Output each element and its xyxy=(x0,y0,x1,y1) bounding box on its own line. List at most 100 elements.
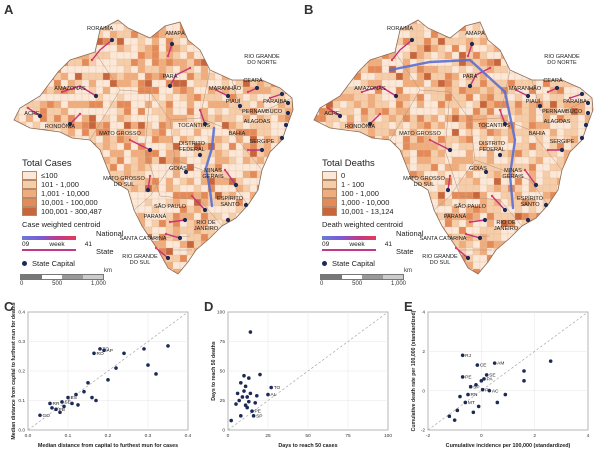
municipality-cell xyxy=(235,37,244,46)
municipality-cell xyxy=(339,142,348,151)
municipality-cell xyxy=(165,247,174,256)
municipality-cell xyxy=(179,51,188,60)
municipality-cell xyxy=(249,163,258,172)
state-label-line: ESPÍRITO xyxy=(517,195,544,202)
municipality-cell xyxy=(451,163,460,172)
municipality-cell xyxy=(144,51,153,60)
x-tick-label: 0.0 xyxy=(25,433,32,439)
municipality-cell xyxy=(584,37,593,46)
scale-tick: 500 xyxy=(52,281,63,287)
municipality-cell xyxy=(277,121,286,130)
municipality-cell xyxy=(235,114,244,123)
municipality-cell xyxy=(444,20,453,25)
state-capital-dot xyxy=(147,147,153,153)
municipality-cell xyxy=(584,184,593,193)
municipality-cell xyxy=(314,170,320,179)
municipality-cell xyxy=(577,219,586,228)
data-point xyxy=(70,401,74,406)
state-label-line: RIO GRANDE xyxy=(244,54,280,60)
municipality-cell xyxy=(416,107,425,116)
municipality-cell xyxy=(570,212,579,221)
municipality-cell xyxy=(346,86,355,95)
state-label-line: MATO GROSSO xyxy=(103,176,145,182)
data-point xyxy=(269,385,273,390)
municipality-cell xyxy=(116,51,125,60)
municipality-cell xyxy=(314,205,320,214)
municipality-cell xyxy=(5,17,12,24)
municipality-cell xyxy=(123,268,132,274)
municipality-cell xyxy=(39,72,48,81)
municipality-cell xyxy=(158,121,167,130)
municipality-cell xyxy=(137,58,146,67)
municipality-cell xyxy=(236,276,243,283)
municipality-cell xyxy=(14,240,20,249)
municipality-cell xyxy=(528,226,537,235)
municipality-cell xyxy=(353,142,362,151)
panel-label-e: E xyxy=(404,299,413,314)
municipality-cell xyxy=(305,115,312,122)
municipality-cell xyxy=(395,100,404,109)
municipality-cell xyxy=(137,156,146,165)
municipality-cell xyxy=(486,51,495,60)
x-tick-label: 0 xyxy=(480,433,483,439)
municipality-cell xyxy=(130,44,139,53)
municipality-cell xyxy=(172,170,181,179)
municipality-cell xyxy=(5,262,12,269)
municipality-cell xyxy=(123,212,132,221)
point-label: TO xyxy=(274,385,281,391)
municipality-cell xyxy=(542,163,551,172)
municipality-cell xyxy=(186,20,195,25)
data-point xyxy=(60,400,64,404)
municipality-cell xyxy=(430,86,439,95)
municipality-cell xyxy=(305,94,312,101)
municipality-cell xyxy=(325,142,334,151)
municipality-cell xyxy=(556,233,565,242)
legend-class-row: 0 xyxy=(322,171,424,180)
centroid-endpoint xyxy=(448,174,452,178)
municipality-cell xyxy=(500,184,509,193)
municipality-cell xyxy=(88,65,97,74)
municipality-cell xyxy=(5,255,12,262)
municipality-cell xyxy=(402,20,411,25)
municipality-cell xyxy=(318,30,327,39)
municipality-cell xyxy=(242,86,251,95)
municipality-cell xyxy=(556,44,565,53)
municipality-cell xyxy=(339,107,348,116)
municipality-cell xyxy=(529,10,536,17)
state-capital-dot xyxy=(225,93,231,99)
municipality-cell xyxy=(130,65,139,74)
municipality-cell xyxy=(263,198,272,207)
state-capital-dot xyxy=(285,110,291,116)
state-label-rgn: RIO GRANDE DO NORTE xyxy=(244,54,280,66)
municipality-cell xyxy=(123,156,132,165)
municipality-cell xyxy=(458,44,467,53)
municipality-cell xyxy=(158,268,167,274)
capital-label: State Capital xyxy=(332,259,375,268)
data-point xyxy=(90,395,94,400)
municipality-cell xyxy=(333,10,340,17)
municipality-cell xyxy=(74,23,83,32)
municipality-cell xyxy=(60,100,69,109)
municipality-cell xyxy=(221,65,230,74)
municipality-cell xyxy=(60,20,69,25)
municipality-cell xyxy=(116,107,125,116)
municipality-cell xyxy=(424,276,431,283)
y-axis-label: Days to reach 50 deaths xyxy=(211,341,217,401)
municipality-cell xyxy=(130,163,139,172)
municipality-cell xyxy=(32,100,41,109)
data-point xyxy=(247,399,251,404)
state-label-minas: MINAS GERAIS xyxy=(502,168,523,180)
municipality-cell xyxy=(109,30,118,39)
municipality-cell xyxy=(318,135,327,144)
municipality-cell xyxy=(507,37,516,46)
municipality-cell xyxy=(172,100,181,109)
municipality-cell xyxy=(221,142,230,151)
municipality-cell xyxy=(458,163,467,172)
municipality-cell xyxy=(291,233,293,242)
municipality-cell xyxy=(402,114,411,123)
municipality-cell xyxy=(207,254,216,263)
municipality-cell xyxy=(291,205,293,214)
municipality-cell xyxy=(158,149,167,158)
state-label-line: JANEIRO xyxy=(194,226,219,232)
municipality-cell xyxy=(116,65,125,74)
